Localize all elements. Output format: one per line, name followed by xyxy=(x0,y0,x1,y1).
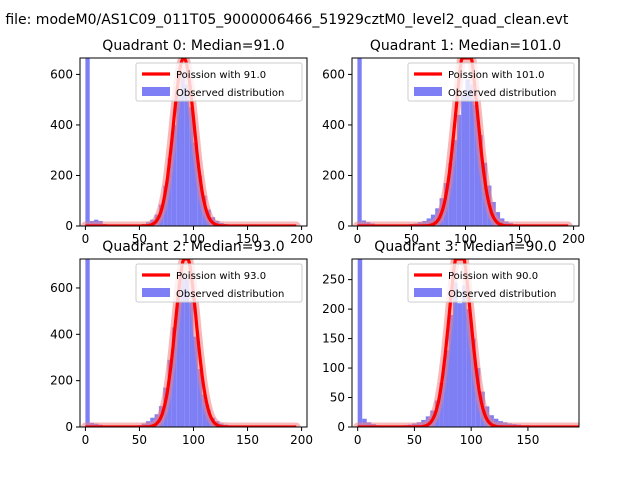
subplot-title: Quadrant 0: Median=91.0 xyxy=(102,38,284,54)
y-tick-label: 100 xyxy=(322,361,345,375)
histogram-bar xyxy=(85,58,90,226)
legend-hist-label: Observed distribution xyxy=(448,88,556,99)
y-tick-label: 150 xyxy=(322,332,345,346)
y-tick-label: 0 xyxy=(337,219,345,233)
x-tick-label: 100 xyxy=(182,232,205,246)
subplot-title: Quadrant 3: Median=90.0 xyxy=(374,239,556,255)
y-tick-label: 0 xyxy=(65,420,73,434)
y-tick-label: 0 xyxy=(337,420,345,434)
plot-area xyxy=(352,58,573,226)
y-tick-label: 200 xyxy=(50,168,73,182)
subplot-title: Quadrant 2: Median=93.0 xyxy=(102,239,284,255)
legend-hist-swatch xyxy=(142,288,170,297)
y-tick-label: 200 xyxy=(50,374,73,388)
x-tick-label: 100 xyxy=(182,433,205,447)
x-tick-label: 100 xyxy=(454,232,477,246)
legend-fit-label: Poission with 90.0 xyxy=(448,271,538,282)
histogram-bar xyxy=(453,282,458,427)
histogram-bar xyxy=(461,94,466,226)
legend-fit-label: Poission with 93.0 xyxy=(176,271,266,282)
histogram-bar xyxy=(457,303,463,427)
histogram-bar xyxy=(180,74,185,226)
histogram-bar xyxy=(357,259,363,427)
x-tick-label: 150 xyxy=(516,433,539,447)
legend-hist-label: Observed distribution xyxy=(176,88,284,99)
subplot-grid: 0 50 100 150 200 0 200 400 600 Quadrant 0: Median… xyxy=(50,38,585,447)
legend-hist-label: Observed distribution xyxy=(448,289,556,300)
legend-fit-label: Poission with 91.0 xyxy=(176,70,266,81)
histogram-bar xyxy=(452,140,457,226)
histogram-bar xyxy=(180,274,185,427)
histogram-bar xyxy=(171,124,177,226)
y-tick-label: 200 xyxy=(322,168,345,182)
y-tick-label: 0 xyxy=(65,219,73,233)
legend-box xyxy=(135,263,303,303)
legend-box xyxy=(135,62,303,102)
y-tick-label: 600 xyxy=(50,281,73,295)
histogram-bar xyxy=(85,259,90,427)
histogram-bar xyxy=(176,294,181,427)
x-tick-label: 0 xyxy=(354,232,362,246)
y-tick-label: 400 xyxy=(322,118,345,132)
x-tick-label: 200 xyxy=(562,232,585,246)
legend-hist-swatch xyxy=(414,87,442,96)
y-tick-label: 600 xyxy=(50,67,73,81)
x-tick-label: 100 xyxy=(460,433,483,447)
legend-hist-swatch xyxy=(414,288,442,297)
histogram-bar xyxy=(197,369,203,427)
subplot-quadrant-0: 0 50 100 150 200 0 200 400 600 Quadrant 0: Median… xyxy=(50,38,313,246)
x-tick-label: 200 xyxy=(290,232,313,246)
x-tick-label: 50 xyxy=(404,232,419,246)
legend-hist-label: Observed distribution xyxy=(176,289,284,300)
histogram-bar xyxy=(176,94,181,226)
histogram-bar xyxy=(469,84,475,226)
subplot-quadrant-2: 0 50 100 150 200 0 200 400 600 Quadrant 2: Median… xyxy=(50,239,313,447)
histogram-bar xyxy=(357,58,362,226)
histogram-bar xyxy=(193,142,198,226)
histogram-bar xyxy=(462,285,467,427)
x-tick-label: 150 xyxy=(236,433,259,447)
histogram-bar xyxy=(189,301,194,427)
histogram-bar xyxy=(443,350,449,427)
y-tick-label: 200 xyxy=(322,302,345,316)
subplot-title: Quadrant 1: Median=101.0 xyxy=(370,38,561,54)
x-tick-label: 0 xyxy=(354,433,362,447)
axes-frame xyxy=(351,258,580,428)
figure-suptitle: n file: modeM0/AS1C09_011T05_9000006466_… xyxy=(0,12,569,28)
x-tick-label: 50 xyxy=(132,232,147,246)
x-tick-label: 150 xyxy=(236,232,259,246)
histogram-bar xyxy=(448,315,454,427)
histogram-bar xyxy=(456,114,462,226)
legend-box xyxy=(407,263,575,303)
subplot-quadrant-3: 0 50 100 150 0 50 100 150 200 250 Quadrant 3: Medi… xyxy=(322,239,580,447)
legend-hist-swatch xyxy=(142,87,170,96)
histogram-bar xyxy=(184,84,190,226)
y-tick-label: 50 xyxy=(330,391,345,405)
histogram-bar xyxy=(466,309,472,427)
y-tick-label: 400 xyxy=(50,327,73,341)
x-tick-label: 200 xyxy=(290,433,313,447)
histogram-bar xyxy=(465,79,470,226)
y-tick-label: 250 xyxy=(322,273,345,287)
y-tick-label: 400 xyxy=(50,118,73,132)
x-tick-label: 50 xyxy=(132,433,147,447)
x-tick-label: 0 xyxy=(82,232,90,246)
legend-box xyxy=(407,62,575,102)
x-tick-label: 50 xyxy=(407,433,422,447)
x-tick-label: 150 xyxy=(508,232,531,246)
histogram-bar xyxy=(184,278,190,427)
histogram-bar xyxy=(189,107,194,226)
subplot-quadrant-1: 0 50 100 150 200 0 200 400 600 Quadrant 1: Median… xyxy=(322,38,585,246)
y-tick-label: 600 xyxy=(322,67,345,81)
histogram-bar xyxy=(193,336,198,427)
legend-fit-label: Poission with 101.0 xyxy=(448,70,544,81)
x-tick-label: 0 xyxy=(82,433,90,447)
histogram-bar xyxy=(474,104,479,226)
histogram-bar xyxy=(171,327,177,427)
